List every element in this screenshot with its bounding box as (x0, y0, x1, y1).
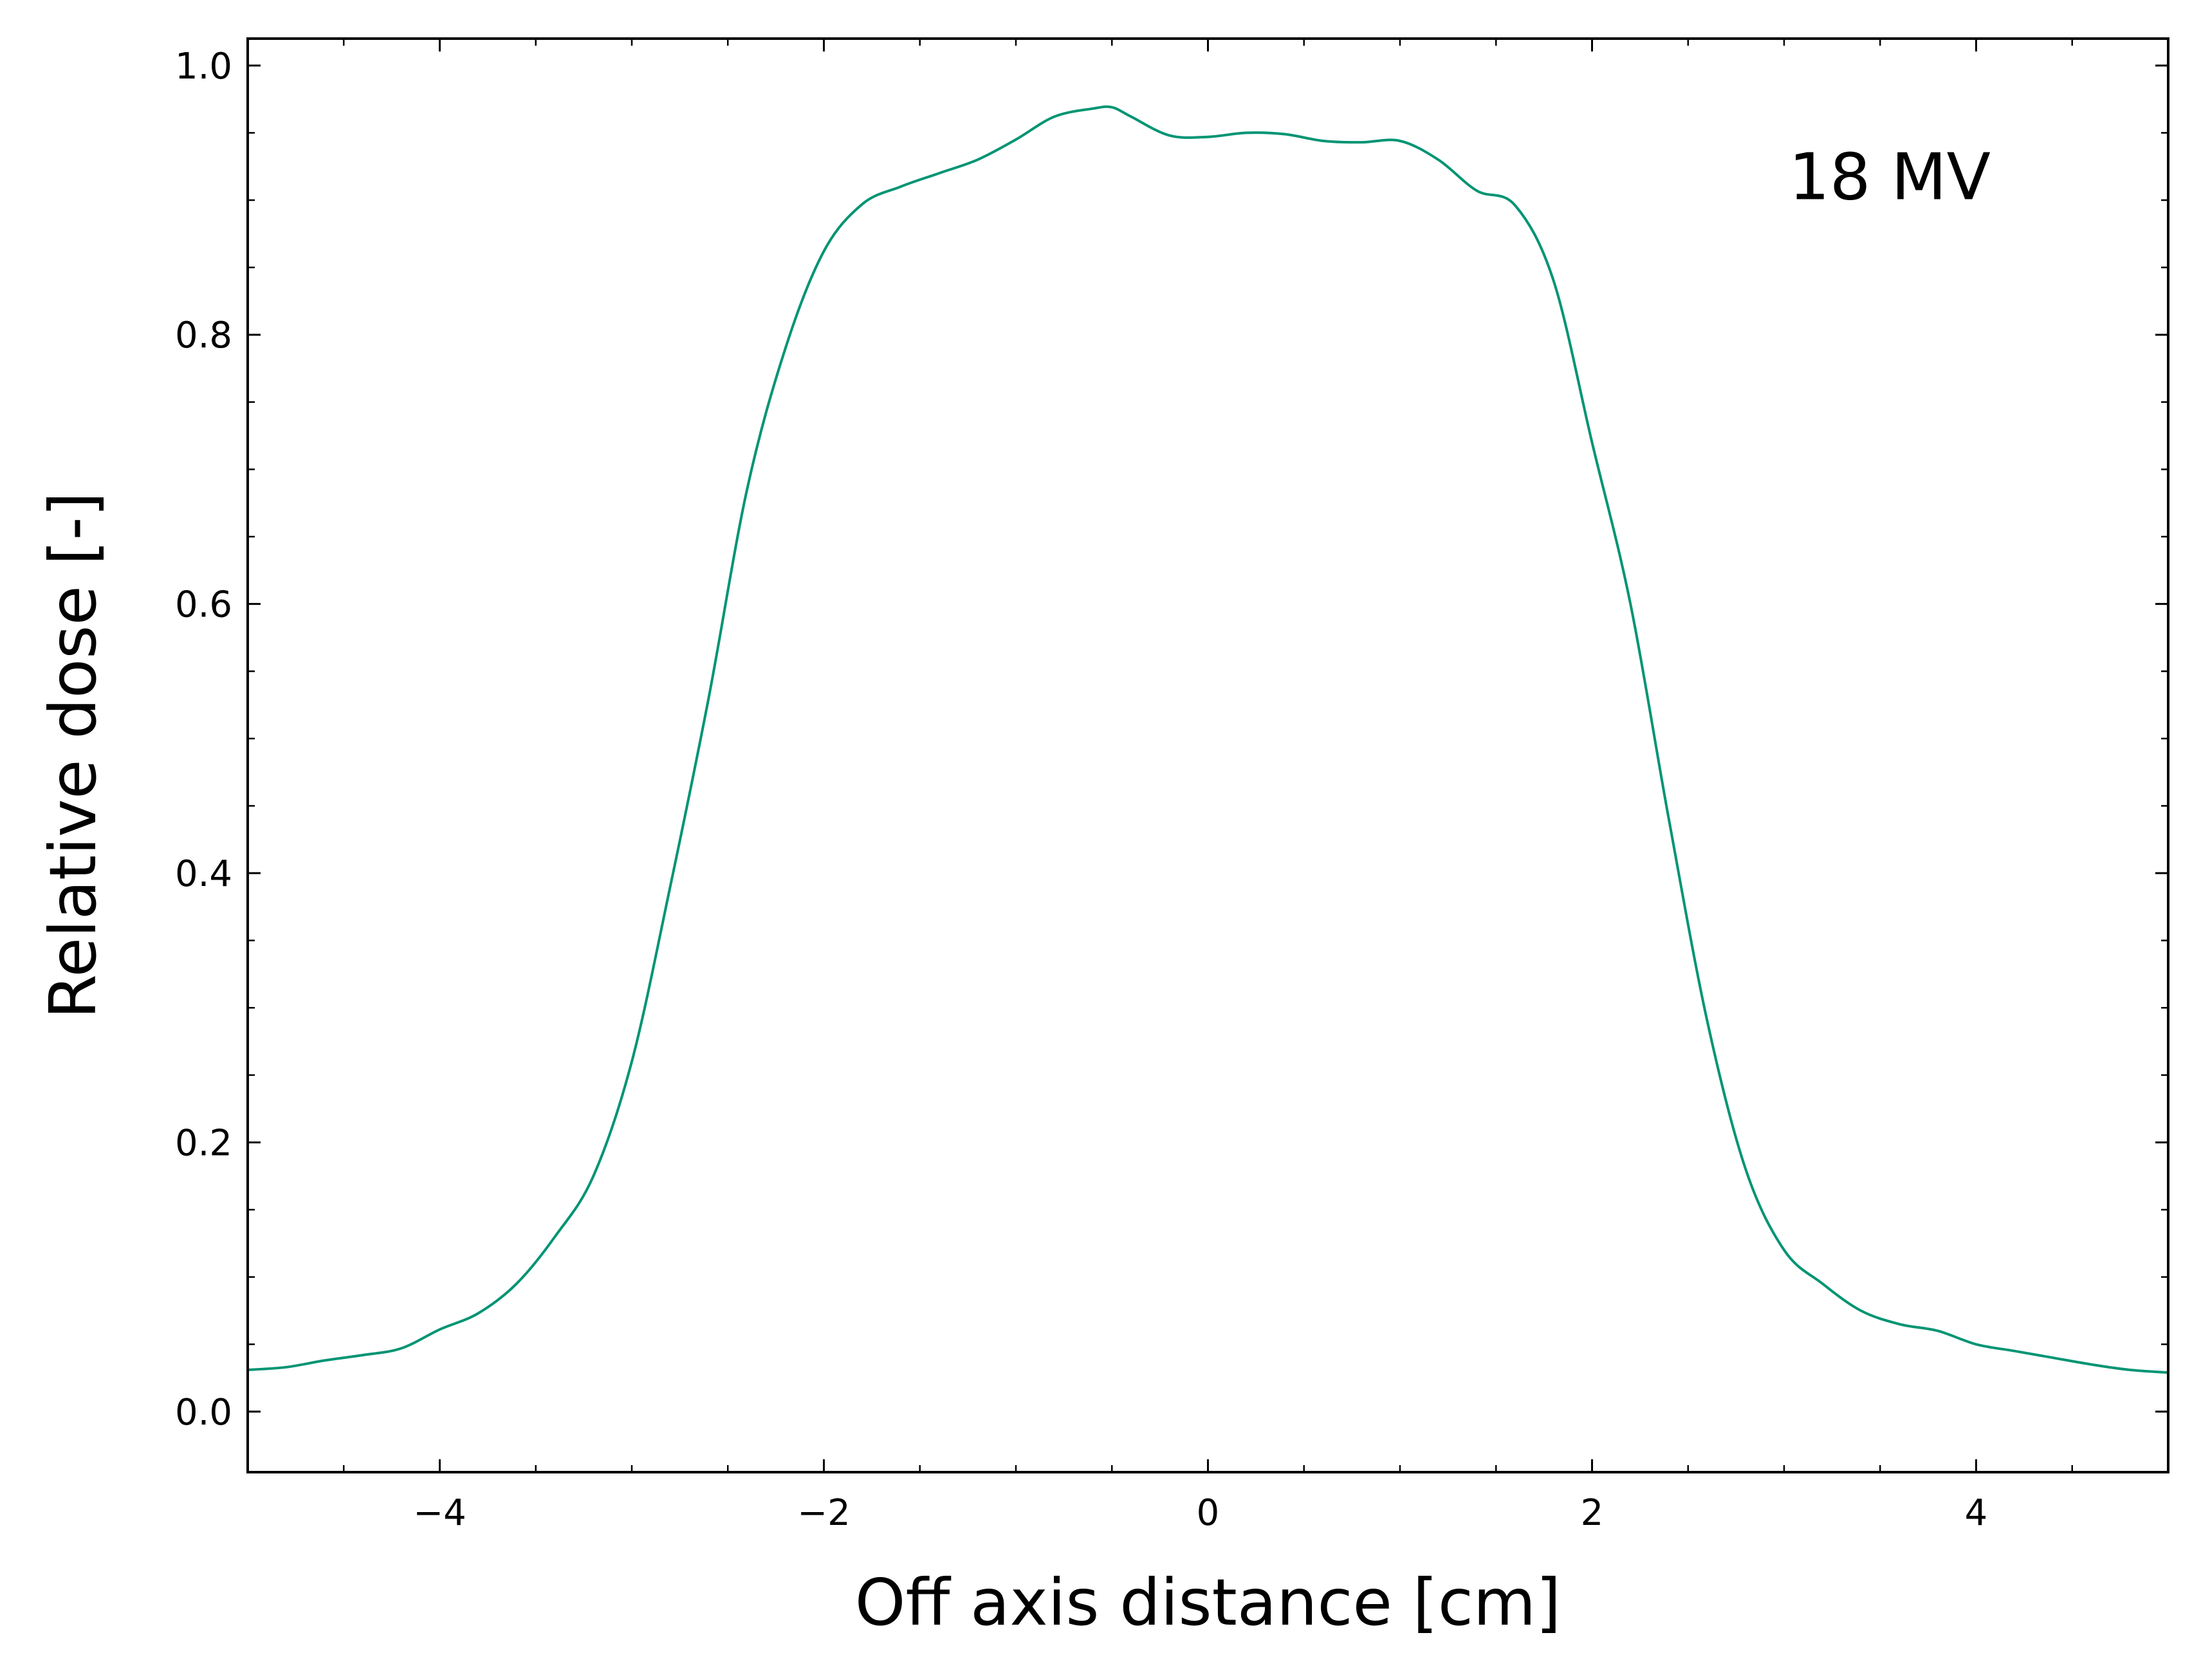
x-tick-label: 2 (1581, 1492, 1604, 1534)
major-ticks (248, 39, 2168, 1472)
y-tick-labels: 0.0 0.2 0.4 0.6 0.8 1.0 (175, 46, 232, 1434)
y-tick-label: 0.6 (175, 584, 232, 626)
x-tick-label: −4 (413, 1492, 466, 1534)
minor-ticks (246, 39, 2169, 1472)
beam-energy-annotation: 18 MV (1789, 139, 1991, 214)
dose-profile-line (247, 105, 2169, 1374)
y-tick-label: 0.0 (175, 1392, 232, 1434)
x-tick-label: 4 (1965, 1492, 1988, 1534)
y-tick-label: 0.4 (175, 853, 232, 895)
series-layer (247, 105, 2169, 1374)
y-tick-label: 0.2 (175, 1122, 232, 1164)
x-tick-label: 0 (1197, 1492, 1220, 1534)
y-tick-label: 0.8 (175, 315, 232, 356)
x-tick-label: −2 (797, 1492, 851, 1534)
x-axis-title: Off axis distance [cm] (855, 1565, 1561, 1640)
y-axis-title: Relative dose [-] (35, 492, 111, 1019)
x-tick-labels: −4 −2 0 2 4 (413, 1492, 1987, 1534)
plot-frame (246, 37, 2169, 1473)
y-tick-label: 1.0 (175, 46, 232, 88)
